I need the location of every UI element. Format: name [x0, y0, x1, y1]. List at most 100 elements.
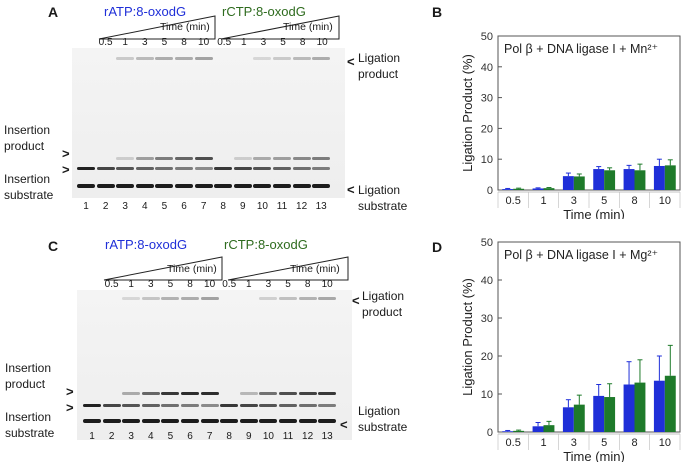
y-tick-label: 40 [481, 275, 493, 287]
ligation-substrate-band [96, 184, 115, 188]
insertion-product-band [239, 392, 258, 395]
ligation-product-band [318, 297, 337, 300]
insertion-substrate-label-a: Insertion substrate [4, 172, 54, 202]
ligation-product-band [135, 57, 154, 60]
time-tick: 0.5 [98, 37, 113, 48]
lane-number: 4 [148, 431, 154, 442]
insertion-substrate-band [233, 167, 252, 170]
ligation-product-band [116, 57, 135, 60]
time-wedge-a [98, 15, 340, 40]
ligation-substrate-band [233, 184, 252, 188]
ligation-substrate-band [312, 184, 331, 188]
plot-frame [497, 241, 681, 433]
insertion-product-band [122, 392, 141, 395]
bar-ratp [562, 176, 574, 190]
ligation-substrate-band [116, 184, 135, 188]
insertion-product-band [116, 157, 135, 160]
lane-number: 10 [256, 201, 268, 212]
y-tick-label: 0 [487, 185, 493, 197]
x-tick-label: 0.5 [506, 437, 521, 449]
lane-number: 8 [226, 431, 232, 442]
x-tick-label: 8 [631, 195, 637, 207]
bar-rctp [513, 430, 525, 432]
y-tick-label: 20 [481, 351, 493, 363]
chart-b: 0 10 20 30 40 50 Pol β + DNA ligase I + Mn²⁺ Li… [460, 31, 681, 219]
lane-number: 13 [315, 201, 327, 212]
ligation-product-label-c: Ligation product [362, 289, 405, 319]
time-tick: 8 [304, 279, 311, 290]
insertion-product-band [273, 157, 291, 160]
insertion-product-band [279, 392, 297, 395]
time-tick: 1 [241, 37, 247, 48]
insertion-substrate-band [220, 404, 239, 407]
bar-rctp [604, 170, 616, 190]
y-tick-label: 0 [487, 427, 493, 439]
time-tick: 3 [265, 279, 272, 290]
lane-number: 11 [276, 201, 288, 212]
ligation-substrate-band [259, 419, 278, 423]
lane-number: 10 [262, 431, 274, 442]
chart-d: 0 10 20 30 40 50 Pol β + DNA ligase I + Mg²⁺ Li… [460, 237, 681, 462]
time-wedge-c [103, 256, 349, 281]
condition-ratp-label-c: rATP:8-oxodG [105, 237, 188, 252]
insertion-substrate-band [96, 167, 115, 170]
y-tick-label: 30 [481, 313, 493, 325]
chart-title: Pol β + DNA ligase I + Mn²⁺ [504, 42, 658, 56]
plot-frame [497, 35, 681, 191]
bar-ratp [562, 407, 574, 432]
ligation-substrate-band [279, 419, 297, 423]
ligation-product-band [273, 57, 291, 60]
insertion-product-band [175, 157, 193, 160]
x-axis-label: Time (min) [563, 449, 625, 462]
insertion-product-band [233, 157, 252, 160]
ligation-substrate-arrow-c: < [340, 417, 348, 432]
ligation-product-band [175, 57, 193, 60]
ligation-product-band [181, 297, 199, 300]
lane-number: 1 [83, 201, 89, 212]
lane-number: 3 [122, 201, 128, 212]
x-tick-label: 1 [540, 437, 546, 449]
lane-number: 2 [102, 201, 109, 212]
time-tick: 8 [187, 279, 193, 290]
bar-rctp [664, 375, 676, 432]
lane-number: 7 [206, 431, 213, 442]
insertion-product-band [253, 157, 272, 160]
x-tick-label: 10 [659, 437, 671, 449]
insertion-product-band [155, 157, 174, 160]
insertion-substrate-arrow-c: > [66, 400, 74, 415]
insertion-product-band [141, 392, 160, 395]
ligation-product-band [155, 57, 174, 60]
time-tick: 0.5 [104, 279, 119, 290]
lane-number: 11 [282, 431, 294, 442]
ligation-product-arrow-c: < [352, 293, 360, 308]
x-tick-label: 0.5 [506, 195, 521, 207]
x-tick-label: 1 [540, 195, 546, 207]
bar-ratp [532, 188, 544, 190]
ligation-product-band [292, 57, 311, 60]
bar-ratp [593, 395, 605, 432]
insertion-substrate-band [253, 167, 272, 170]
insertion-product-band [200, 392, 219, 395]
insertion-substrate-band [298, 404, 317, 407]
ligation-product-band [161, 297, 180, 300]
lane-number: 2 [108, 431, 115, 442]
x-tick-label: 3 [571, 195, 577, 207]
time-tick: 3 [142, 37, 148, 48]
bar-rctp [604, 397, 616, 432]
ligation-substrate-band [253, 184, 272, 188]
time-label-a2: Time (min) [283, 21, 333, 33]
y-tick-label: 20 [481, 123, 493, 135]
x-tick-label: 3 [571, 437, 577, 449]
insertion-product-band [318, 392, 337, 395]
panel-letter-b: B [432, 4, 443, 20]
time-tick: 10 [198, 37, 210, 48]
insertion-substrate-label-c: Insertion substrate [5, 410, 55, 440]
insertion-substrate-band [122, 404, 141, 407]
insertion-substrate-band [279, 404, 297, 407]
y-tick-label: 10 [481, 389, 493, 401]
lane-number: 1 [89, 431, 95, 442]
insertion-product-band [298, 392, 317, 395]
insertion-substrate-band [194, 167, 213, 170]
y-tick-label: 50 [481, 31, 493, 43]
condition-ratp-label: rATP:8-oxodG [104, 4, 187, 19]
